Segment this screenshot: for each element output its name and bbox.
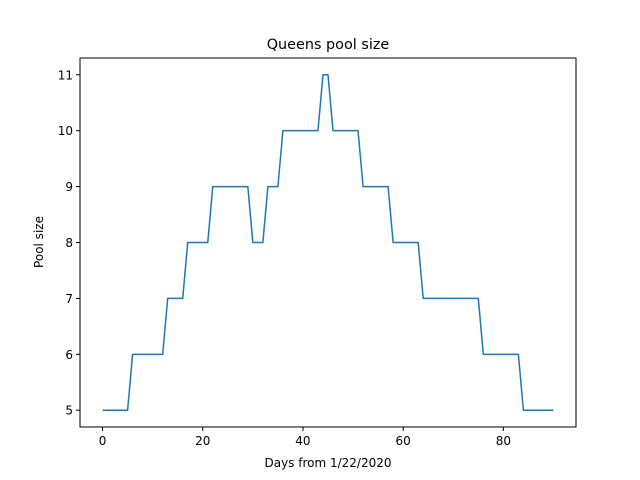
- chart-title: Queens pool size: [267, 37, 390, 53]
- y-axis: 5 6 7 8 9 10 11: [58, 68, 80, 418]
- y-axis-label: Pool size: [32, 216, 46, 268]
- x-axis: 0 20 40 60 80: [99, 427, 511, 448]
- y-tick-label: 6: [65, 348, 73, 362]
- y-tick-label: 11: [58, 68, 73, 82]
- plot-area: [102, 74, 554, 411]
- x-tick-label: 60: [396, 434, 411, 448]
- y-tick-label: 8: [65, 236, 73, 250]
- x-axis-label: Days from 1/22/2020: [264, 456, 391, 470]
- x-tick-label: 80: [496, 434, 511, 448]
- x-tick-label: 0: [99, 434, 107, 448]
- y-tick-label: 7: [65, 292, 73, 306]
- series-line: [102, 74, 554, 411]
- x-tick-label: 40: [295, 434, 310, 448]
- axes-frame: [79, 57, 577, 428]
- x-tick-label: 20: [195, 434, 210, 448]
- y-tick-label: 5: [65, 404, 73, 418]
- y-tick-label: 9: [65, 180, 73, 194]
- y-tick-label: 10: [58, 124, 73, 138]
